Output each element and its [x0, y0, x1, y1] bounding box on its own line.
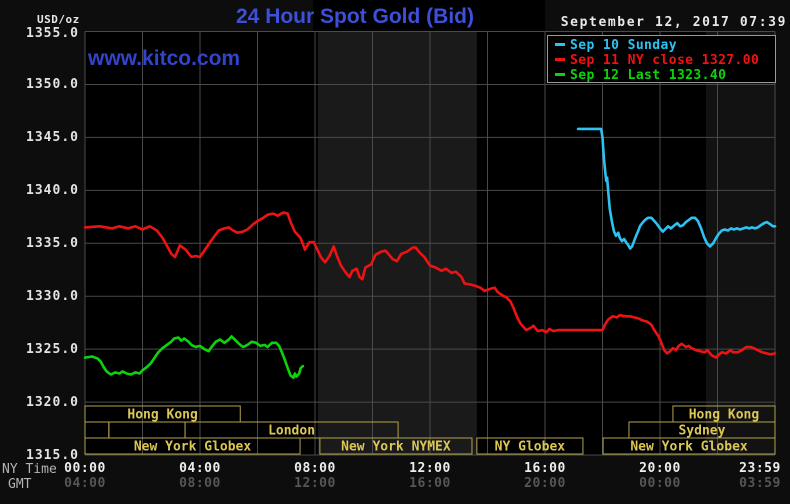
x-tick-gmt: 16:00: [409, 476, 451, 491]
y-tick-label: 1315.0: [26, 448, 79, 463]
session-box: [84, 437, 301, 455]
legend-entry-label: Sep 11 NY close 1327.00: [570, 53, 760, 68]
session-label: London: [268, 424, 315, 439]
page-title: 24 Hour Spot Gold (Bid): [236, 5, 474, 28]
series-line-sep-12-last-1323-40: [83, 335, 305, 380]
session-label: New York Globex: [134, 440, 252, 455]
y-tick-label: 1320.0: [26, 395, 79, 411]
x-tick-gmt: 00:00: [639, 476, 681, 491]
legend-marker-dash: [555, 57, 565, 61]
x-tick-ny: 23:59: [739, 461, 781, 476]
x-tick-ny: 12:00: [409, 461, 451, 476]
legend-marker-dash: [555, 42, 565, 46]
y-tick-label: 1340.0: [26, 183, 79, 199]
y-tick-label: 1330.0: [26, 289, 79, 305]
session-label: NY Globex: [495, 440, 566, 455]
ny-time-axis-label: NY Time: [2, 462, 57, 477]
chart-timestamp: September 12, 2017 07:39: [560, 15, 787, 30]
legend-box: Sep 10 Sunday Sep 11 NY close 1327.00 Sep …: [547, 35, 776, 83]
x-tick-ny: 04:00: [179, 461, 221, 476]
title-background-band: [313, 0, 545, 31]
legend-entry-label: Sep 10 Sunday: [570, 38, 677, 53]
series-line-sep-10-sunday: [576, 127, 777, 250]
session-box: [319, 437, 473, 455]
x-tick-gmt: 12:00: [294, 476, 336, 491]
x-tick-ny: 20:00: [639, 461, 681, 476]
y-tick-label: 1335.0: [26, 236, 79, 252]
x-tick-gmt: 03:59: [739, 476, 781, 491]
y-tick-label: 1345.0: [26, 130, 79, 146]
session-label: New York NYMEX: [341, 440, 451, 455]
session-box: [602, 437, 776, 455]
x-tick-gmt: 20:00: [524, 476, 566, 491]
kitco-watermark: www.kitco.com: [88, 47, 241, 70]
session-label: Hong Kong: [689, 408, 759, 423]
x-tick-ny: 16:00: [524, 461, 566, 476]
y-tick-label: 1325.0: [26, 342, 79, 358]
session-label: Sydney: [678, 424, 725, 439]
x-tick-gmt: 08:00: [179, 476, 221, 491]
legend-entry-label: Sep 12 Last 1323.40: [570, 68, 727, 83]
y-tick-label: 1355.0: [26, 26, 79, 41]
session-box: [476, 437, 584, 455]
session-label: Hong Kong: [127, 408, 197, 423]
x-tick-ny: 08:00: [294, 461, 336, 476]
session-label: New York Globex: [630, 440, 748, 455]
legend-entry: Sep 11 NY close 1327.00: [548, 53, 775, 68]
x-tick-gmt: 04:00: [64, 476, 106, 491]
y-axis-unit-label: USD/oz: [37, 13, 80, 26]
x-tick-ny: 00:00: [64, 461, 106, 476]
legend-entry: Sep 10 Sunday: [548, 38, 775, 53]
gmt-axis-label: GMT: [8, 477, 32, 492]
series-line-sep-11-ny-close-1327-00: [83, 211, 777, 359]
legend-entry: Sep 12 Last 1323.40: [548, 68, 775, 83]
y-tick-label: 1350.0: [26, 77, 79, 93]
legend-marker-dash: [555, 72, 565, 76]
